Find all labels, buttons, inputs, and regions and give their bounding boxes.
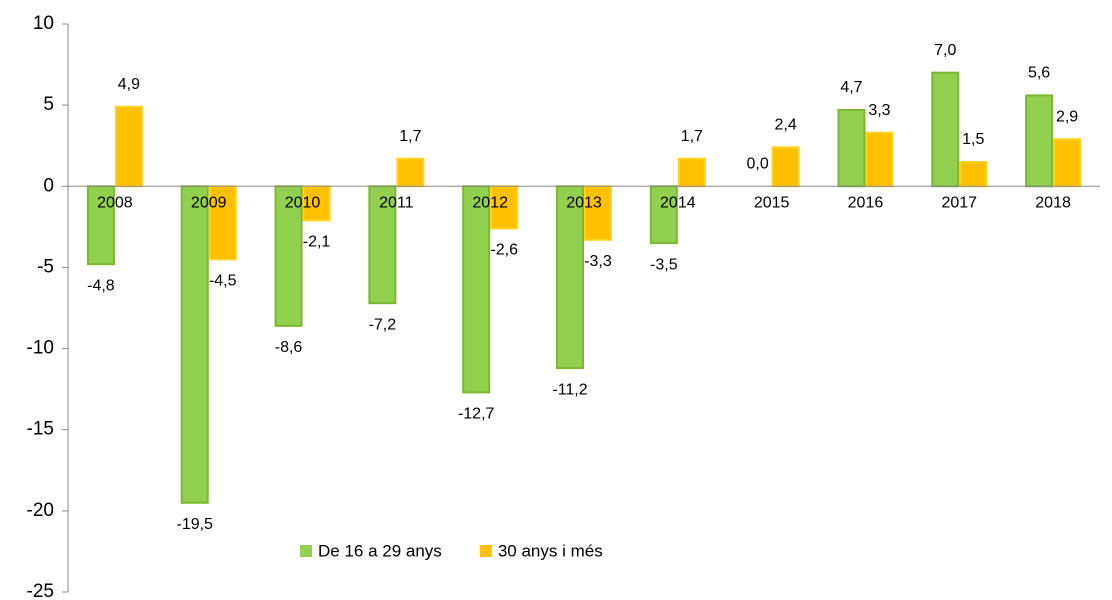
y-tick-label: -10 [27, 338, 54, 359]
data-label: -4,8 [87, 277, 115, 294]
bar [302, 185, 331, 222]
bar [837, 109, 866, 188]
data-label: 4,7 [840, 79, 862, 96]
data-label: 1,7 [399, 128, 421, 145]
bar [556, 185, 584, 370]
legend-label: De 16 a 29 anys [318, 541, 442, 560]
y-tick-label: 0 [43, 175, 54, 196]
data-label: 2,4 [775, 117, 797, 134]
legend-swatch [479, 545, 492, 557]
data-label: -3,5 [650, 256, 678, 273]
bar [1053, 138, 1082, 188]
bar [771, 146, 800, 188]
bar [649, 185, 678, 245]
data-label: -7,2 [369, 316, 397, 333]
bar [677, 157, 706, 188]
data-label: 2,9 [1056, 108, 1078, 125]
x-tick-label: 2009 [191, 195, 227, 212]
data-label: -8,6 [275, 339, 303, 356]
x-tick-label: 2010 [285, 195, 321, 212]
bar [959, 160, 988, 188]
data-label: -2,1 [303, 234, 331, 251]
x-tick-label: 2017 [941, 195, 977, 212]
x-tick-label: 2008 [97, 195, 133, 212]
bar [865, 131, 894, 188]
legend-swatch [300, 545, 312, 557]
bar [931, 71, 960, 188]
data-label: -12,7 [458, 406, 495, 423]
data-label: -3,3 [584, 253, 612, 270]
data-label: -2,6 [490, 242, 518, 259]
x-tick-label: 2014 [660, 195, 696, 212]
data-label: -19,5 [176, 516, 213, 533]
data-label: 0,0 [747, 156, 769, 173]
bar [1025, 94, 1054, 188]
data-label: 4,9 [118, 76, 140, 93]
x-tick-label: 2013 [566, 195, 602, 212]
data-label: 5,6 [1028, 65, 1050, 82]
bar [396, 157, 425, 188]
bar [180, 185, 209, 504]
y-tick-label: 10 [33, 13, 54, 34]
legend-label: 30 anys i més [498, 541, 603, 560]
y-tick-label: 5 [43, 94, 54, 115]
bar [584, 185, 612, 241]
bar [114, 105, 143, 188]
y-tick-label: -20 [27, 500, 54, 521]
data-label: 3,3 [868, 102, 890, 119]
y-tick-label: -5 [37, 256, 54, 277]
y-tick-label: -15 [27, 419, 54, 440]
x-tick-label: 2011 [379, 195, 414, 212]
data-label: 1,5 [962, 131, 984, 148]
data-label: 7,0 [934, 42, 956, 59]
x-tick-label: 2018 [1035, 195, 1071, 212]
y-tick-label: -25 [27, 581, 54, 600]
bar [274, 185, 303, 327]
data-label: 1,7 [681, 128, 703, 145]
bar [462, 185, 491, 394]
x-tick-label: 2012 [472, 195, 508, 212]
x-tick-label: 2016 [848, 195, 884, 212]
data-label: -11,2 [552, 381, 587, 398]
x-tick-label: 2015 [754, 195, 790, 212]
data-label: -4,5 [209, 273, 237, 290]
